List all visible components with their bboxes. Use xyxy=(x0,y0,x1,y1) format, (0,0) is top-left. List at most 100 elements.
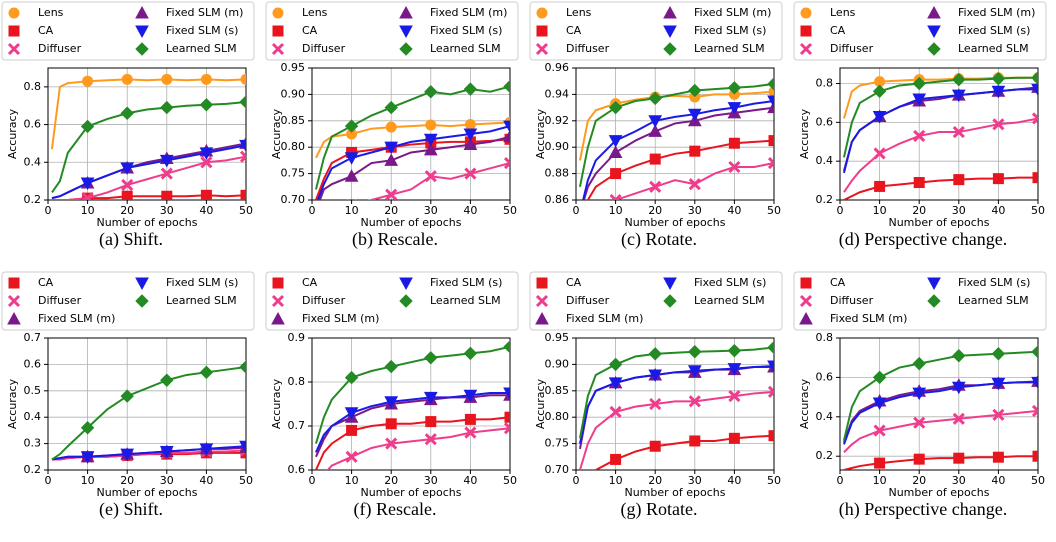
y-tick-label: 0.2 xyxy=(816,449,834,462)
x-tick-label: 40 xyxy=(463,204,477,217)
data-point xyxy=(952,72,966,87)
legend-marker xyxy=(927,5,941,19)
data-point xyxy=(649,440,661,452)
y-tick-label: 0.8 xyxy=(816,77,834,90)
legend-label: Diffuser xyxy=(830,294,874,307)
x-tick-label: 50 xyxy=(767,204,781,217)
data-point xyxy=(953,174,965,186)
data-point xyxy=(1032,450,1038,462)
data-point xyxy=(160,100,174,115)
y-tick-label: 0.4 xyxy=(816,154,834,167)
data-point xyxy=(161,190,173,200)
data-point xyxy=(610,168,622,180)
legend-label: Lens xyxy=(38,6,64,19)
data-point xyxy=(239,139,246,153)
data-point xyxy=(159,154,174,168)
data-point xyxy=(503,340,510,354)
data-point xyxy=(384,141,399,155)
data-point xyxy=(912,76,926,91)
plot-frame xyxy=(839,337,1039,471)
series-line xyxy=(326,427,510,470)
legend-label: Learned SLM xyxy=(166,294,237,307)
x-tick-label: 0 xyxy=(573,474,580,487)
plot-area xyxy=(51,360,246,464)
legend-marker xyxy=(399,5,413,19)
legend: Lens CA Diffuser Fixed SLM (m) Fixed SLM (s)… xyxy=(265,1,519,61)
data-point xyxy=(1031,404,1038,417)
data-point xyxy=(120,448,135,462)
data-point xyxy=(239,440,246,454)
y-tick-label: 0.70 xyxy=(545,463,570,476)
x-tick-label: 30 xyxy=(688,204,702,217)
x-tick-label: 20 xyxy=(912,474,926,487)
x-axis-label: Number of epochs xyxy=(888,486,989,499)
y-tick-label: 0.85 xyxy=(545,384,570,397)
data-point xyxy=(503,120,510,134)
data-point xyxy=(120,106,134,120)
legend-label: Fixed SLM (s) xyxy=(166,276,238,289)
data-point xyxy=(464,426,477,439)
caption: (a) Shift. xyxy=(99,229,163,250)
subplot: CA Diffuser Fixed SLM (m) Fixed SLM (s) Lear… xyxy=(529,271,783,520)
legend-label: Fixed SLM (s) xyxy=(958,24,1030,37)
x-tick-label: 0 xyxy=(45,474,52,487)
data-point xyxy=(689,435,701,447)
data-point xyxy=(344,152,359,165)
data-point xyxy=(608,377,623,390)
data-point xyxy=(727,363,742,376)
data-point xyxy=(648,115,663,128)
data-point xyxy=(503,387,510,401)
y-tick-label: 0.5 xyxy=(24,384,42,397)
x-tick-label: 20 xyxy=(120,474,134,487)
data-point xyxy=(953,452,965,464)
legend-frame xyxy=(265,271,519,331)
data-point xyxy=(159,446,174,459)
data-point xyxy=(80,451,95,464)
plot-frame xyxy=(47,67,247,201)
x-axis-label: Number of epochs xyxy=(888,216,989,229)
plot-area xyxy=(842,70,1038,200)
data-point xyxy=(991,71,1006,86)
legend-marker xyxy=(8,25,20,37)
x-tick-label: 40 xyxy=(991,474,1005,487)
subplot: CA Diffuser Fixed SLM (m) Fixed SLM (s) Lear… xyxy=(1,271,255,520)
y-tick-label: 0.86 xyxy=(545,193,570,206)
data-point xyxy=(608,135,623,148)
plot-frame xyxy=(575,67,775,201)
x-tick-label: 40 xyxy=(199,204,213,217)
series-line xyxy=(51,155,246,200)
x-tick-label: 10 xyxy=(873,204,887,217)
data-point xyxy=(464,167,477,180)
legend-marker xyxy=(663,277,677,291)
data-point xyxy=(992,118,1005,131)
x-axis-label: Number of epochs xyxy=(96,216,197,229)
legend-label: Learned SLM xyxy=(166,42,237,55)
x-tick-label: 30 xyxy=(424,474,438,487)
data-point xyxy=(873,147,886,160)
data-point xyxy=(503,156,510,170)
legend-label: Learned SLM xyxy=(694,294,765,307)
series-line xyxy=(843,409,1038,453)
legend-frame xyxy=(793,271,1047,331)
legend-marker xyxy=(927,25,941,39)
subplot: Lens CA Diffuser Fixed SLM (m) Fixed SLM (s)… xyxy=(793,1,1047,250)
x-tick-label: 20 xyxy=(120,204,134,217)
x-tick-label: 20 xyxy=(648,204,662,217)
legend-label: CA xyxy=(566,24,582,37)
legend-marker xyxy=(399,42,413,56)
data-point xyxy=(727,102,742,115)
y-tick-label: 0.4 xyxy=(24,410,42,423)
data-point xyxy=(767,156,774,170)
data-point xyxy=(872,111,887,124)
y-tick-label: 0.85 xyxy=(281,114,306,127)
data-point xyxy=(609,405,622,418)
y-axis-label: Accuracy xyxy=(6,108,19,159)
data-point xyxy=(81,192,94,200)
x-axis-label: Number of epochs xyxy=(360,486,461,499)
legend-label: Diffuser xyxy=(38,42,82,55)
legend-label: Fixed SLM (s) xyxy=(694,276,766,289)
legend-marker xyxy=(135,25,149,39)
legend-label: Diffuser xyxy=(566,294,610,307)
data-point xyxy=(873,424,886,437)
x-axis-label: Number of epochs xyxy=(96,486,197,499)
